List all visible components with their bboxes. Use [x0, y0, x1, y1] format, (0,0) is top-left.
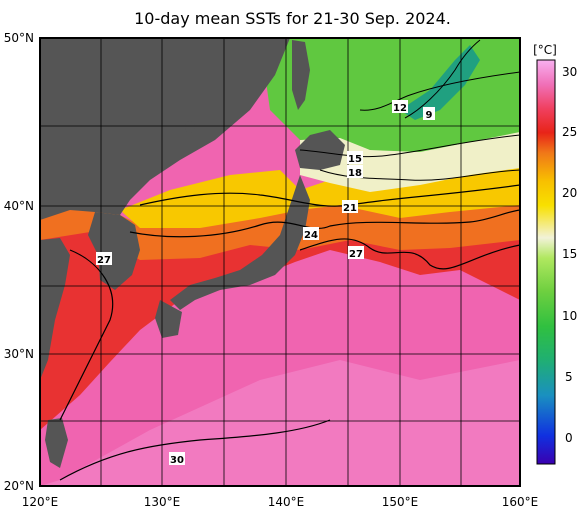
map-frame: [39, 37, 521, 487]
contour-labels: 12 9 15 18 21 24 27 27 30: [96, 100, 435, 466]
contour-27: [59, 249, 114, 421]
land-honshu: [170, 175, 310, 310]
lat-label-40n: 40°N: [4, 199, 34, 213]
contour-label-24: 24: [304, 230, 318, 241]
lon-label-120e: 120°E: [22, 495, 59, 509]
contour-label-9: 9: [426, 110, 433, 121]
contour-21: [139, 184, 520, 207]
colorbar-tick-15: 15: [562, 247, 577, 261]
contour-30: [59, 419, 331, 481]
colorbar-unit: [°C]: [533, 43, 557, 57]
contour-27-east: [299, 238, 520, 270]
colorbar-ticks: 30 25 20 15 10 5 0: [562, 65, 577, 445]
land-asia: [40, 38, 290, 220]
contour-15: [299, 134, 520, 158]
contour-label-30: 30: [170, 455, 184, 466]
grid-lines: [40, 38, 520, 486]
lon-label-150e: 150°E: [382, 495, 419, 509]
lon-label-140e: 140°E: [268, 495, 305, 509]
land-island: [185, 121, 195, 133]
colorbar-tick-10: 10: [562, 309, 577, 323]
colorbar-tick-5: 5: [565, 370, 573, 384]
colorbar-tick-0: 0: [565, 431, 573, 445]
cold-patch: [400, 45, 480, 120]
lon-label-160e: 160°E: [502, 495, 539, 509]
red-band: [40, 220, 520, 430]
map-title: 10-day mean SSTs for 21-30 Sep. 2024.: [134, 9, 451, 28]
land-hokkaido: [295, 130, 345, 170]
contour-label-18: 18: [348, 168, 362, 179]
lat-label-30n: 30°N: [4, 347, 34, 361]
contour-9: [404, 39, 481, 119]
land-sakhalin: [292, 40, 310, 110]
lat-label-50n: 50°N: [4, 31, 34, 45]
contour-label-12: 12: [393, 103, 407, 114]
contour-label-27-east: 27: [349, 249, 363, 260]
contour-24: [129, 209, 520, 238]
lat-label-20n: 20°N: [4, 479, 34, 493]
land-taiwan: [45, 418, 68, 468]
colorbar: [536, 59, 556, 465]
colorbar-tick-20: 20: [562, 186, 577, 200]
contour-label-27-west: 27: [97, 255, 111, 266]
colorbar-tick-30: 30: [562, 65, 577, 79]
land-china: [40, 238, 70, 380]
lon-label-130e: 130°E: [144, 495, 181, 509]
contour-label-21: 21: [343, 203, 357, 214]
yellow-band: [120, 165, 520, 228]
contour-12: [359, 71, 520, 111]
contour-label-15: 15: [348, 154, 362, 165]
colorbar-tick-25: 25: [562, 125, 577, 139]
